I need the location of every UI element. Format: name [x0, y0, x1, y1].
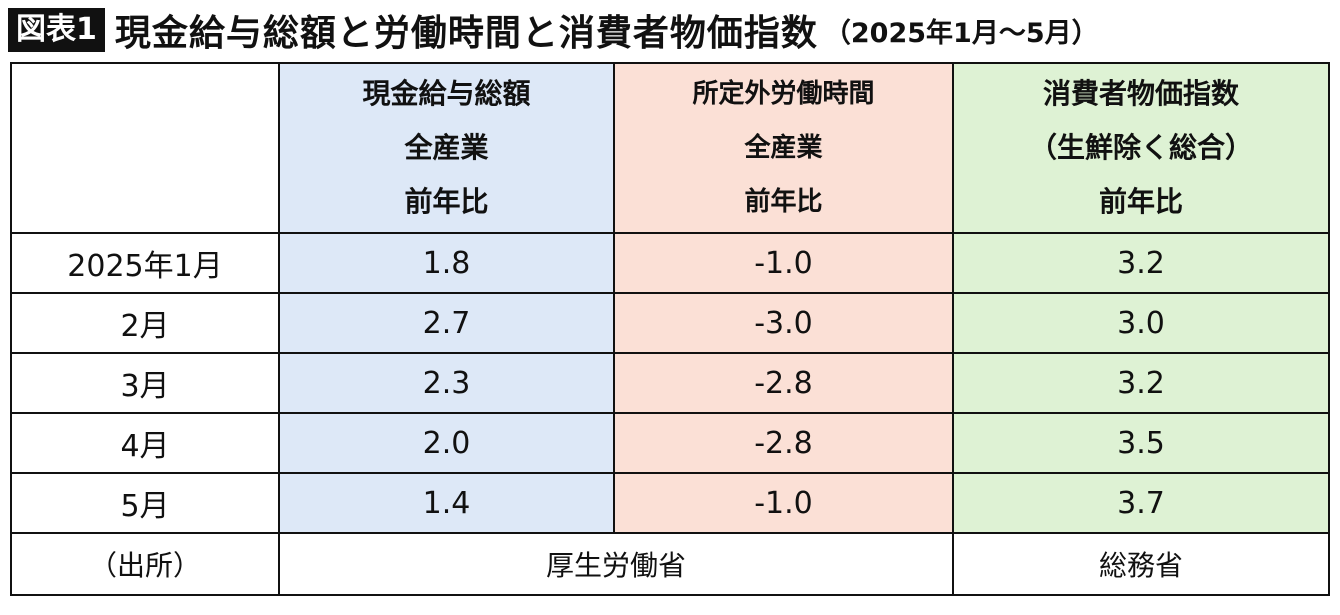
table-row: 2025年1月 1.8 -1.0 3.2	[10, 232, 1330, 294]
row-label: 2月	[10, 292, 280, 354]
row-label: 2025年1月	[10, 232, 280, 294]
wages-value: 1.8	[278, 232, 615, 294]
table-row: 2月 2.7 -3.0 3.0	[10, 292, 1330, 354]
header-overtime: 所定外労働時間 全産業 前年比	[613, 62, 954, 234]
figure-title: 図表1 現金給与総額と労働時間と消費者物価指数 （2025年1月〜5月）	[8, 4, 1099, 56]
header-overtime-line3: 前年比	[744, 187, 823, 217]
header-row: 現金給与総額 全産業 前年比 所定外労働時間 全産業 前年比 消費者物価指数 （…	[10, 62, 1330, 234]
header-wages-line1: 現金給与総額	[362, 77, 531, 110]
source-mhlw: 厚生労働省	[278, 532, 954, 596]
header-cpi: 消費者物価指数 （生鮮除く総合） 前年比	[952, 62, 1330, 234]
data-table: 現金給与総額 全産業 前年比 所定外労働時間 全産業 前年比 消費者物価指数 （…	[10, 62, 1330, 596]
overtime-value: -1.0	[613, 472, 954, 534]
header-wages-line3: 前年比	[404, 185, 489, 218]
source-row: （出所） 厚生労働省 総務省	[10, 532, 1330, 596]
header-corner	[10, 62, 280, 234]
table-row: 4月 2.0 -2.8 3.5	[10, 412, 1330, 474]
cpi-value: 3.7	[952, 472, 1330, 534]
table-row: 3月 2.3 -2.8 3.2	[10, 352, 1330, 414]
wages-value: 2.0	[278, 412, 615, 474]
wages-value: 1.4	[278, 472, 615, 534]
header-wages-line2: 全産業	[404, 131, 489, 164]
cpi-value: 3.5	[952, 412, 1330, 474]
header-overtime-line1: 所定外労働時間	[692, 79, 875, 109]
overtime-value: -1.0	[613, 232, 954, 294]
cpi-value: 3.0	[952, 292, 1330, 354]
header-cpi-line2: （生鮮除く総合）	[1028, 131, 1253, 164]
overtime-value: -2.8	[613, 412, 954, 474]
title-period: （2025年1月〜5月）	[823, 17, 1099, 49]
wages-value: 2.7	[278, 292, 615, 354]
row-label: 4月	[10, 412, 280, 474]
header-cpi-line3: 前年比	[1098, 185, 1183, 218]
row-label: 5月	[10, 472, 280, 534]
row-label: 3月	[10, 352, 280, 414]
header-wages: 現金給与総額 全産業 前年比	[278, 62, 615, 234]
figure-badge: 図表1	[8, 8, 105, 52]
cpi-value: 3.2	[952, 352, 1330, 414]
header-overtime-line2: 全産業	[744, 133, 823, 163]
overtime-value: -2.8	[613, 352, 954, 414]
title-main: 現金給与総額と労働時間と消費者物価指数	[114, 13, 818, 54]
cpi-value: 3.2	[952, 232, 1330, 294]
overtime-value: -3.0	[613, 292, 954, 354]
source-label: （出所）	[10, 532, 280, 596]
wages-value: 2.3	[278, 352, 615, 414]
table-row: 5月 1.4 -1.0 3.7	[10, 472, 1330, 534]
source-mic: 総務省	[952, 532, 1330, 596]
header-cpi-line1: 消費者物価指数	[1042, 77, 1239, 110]
